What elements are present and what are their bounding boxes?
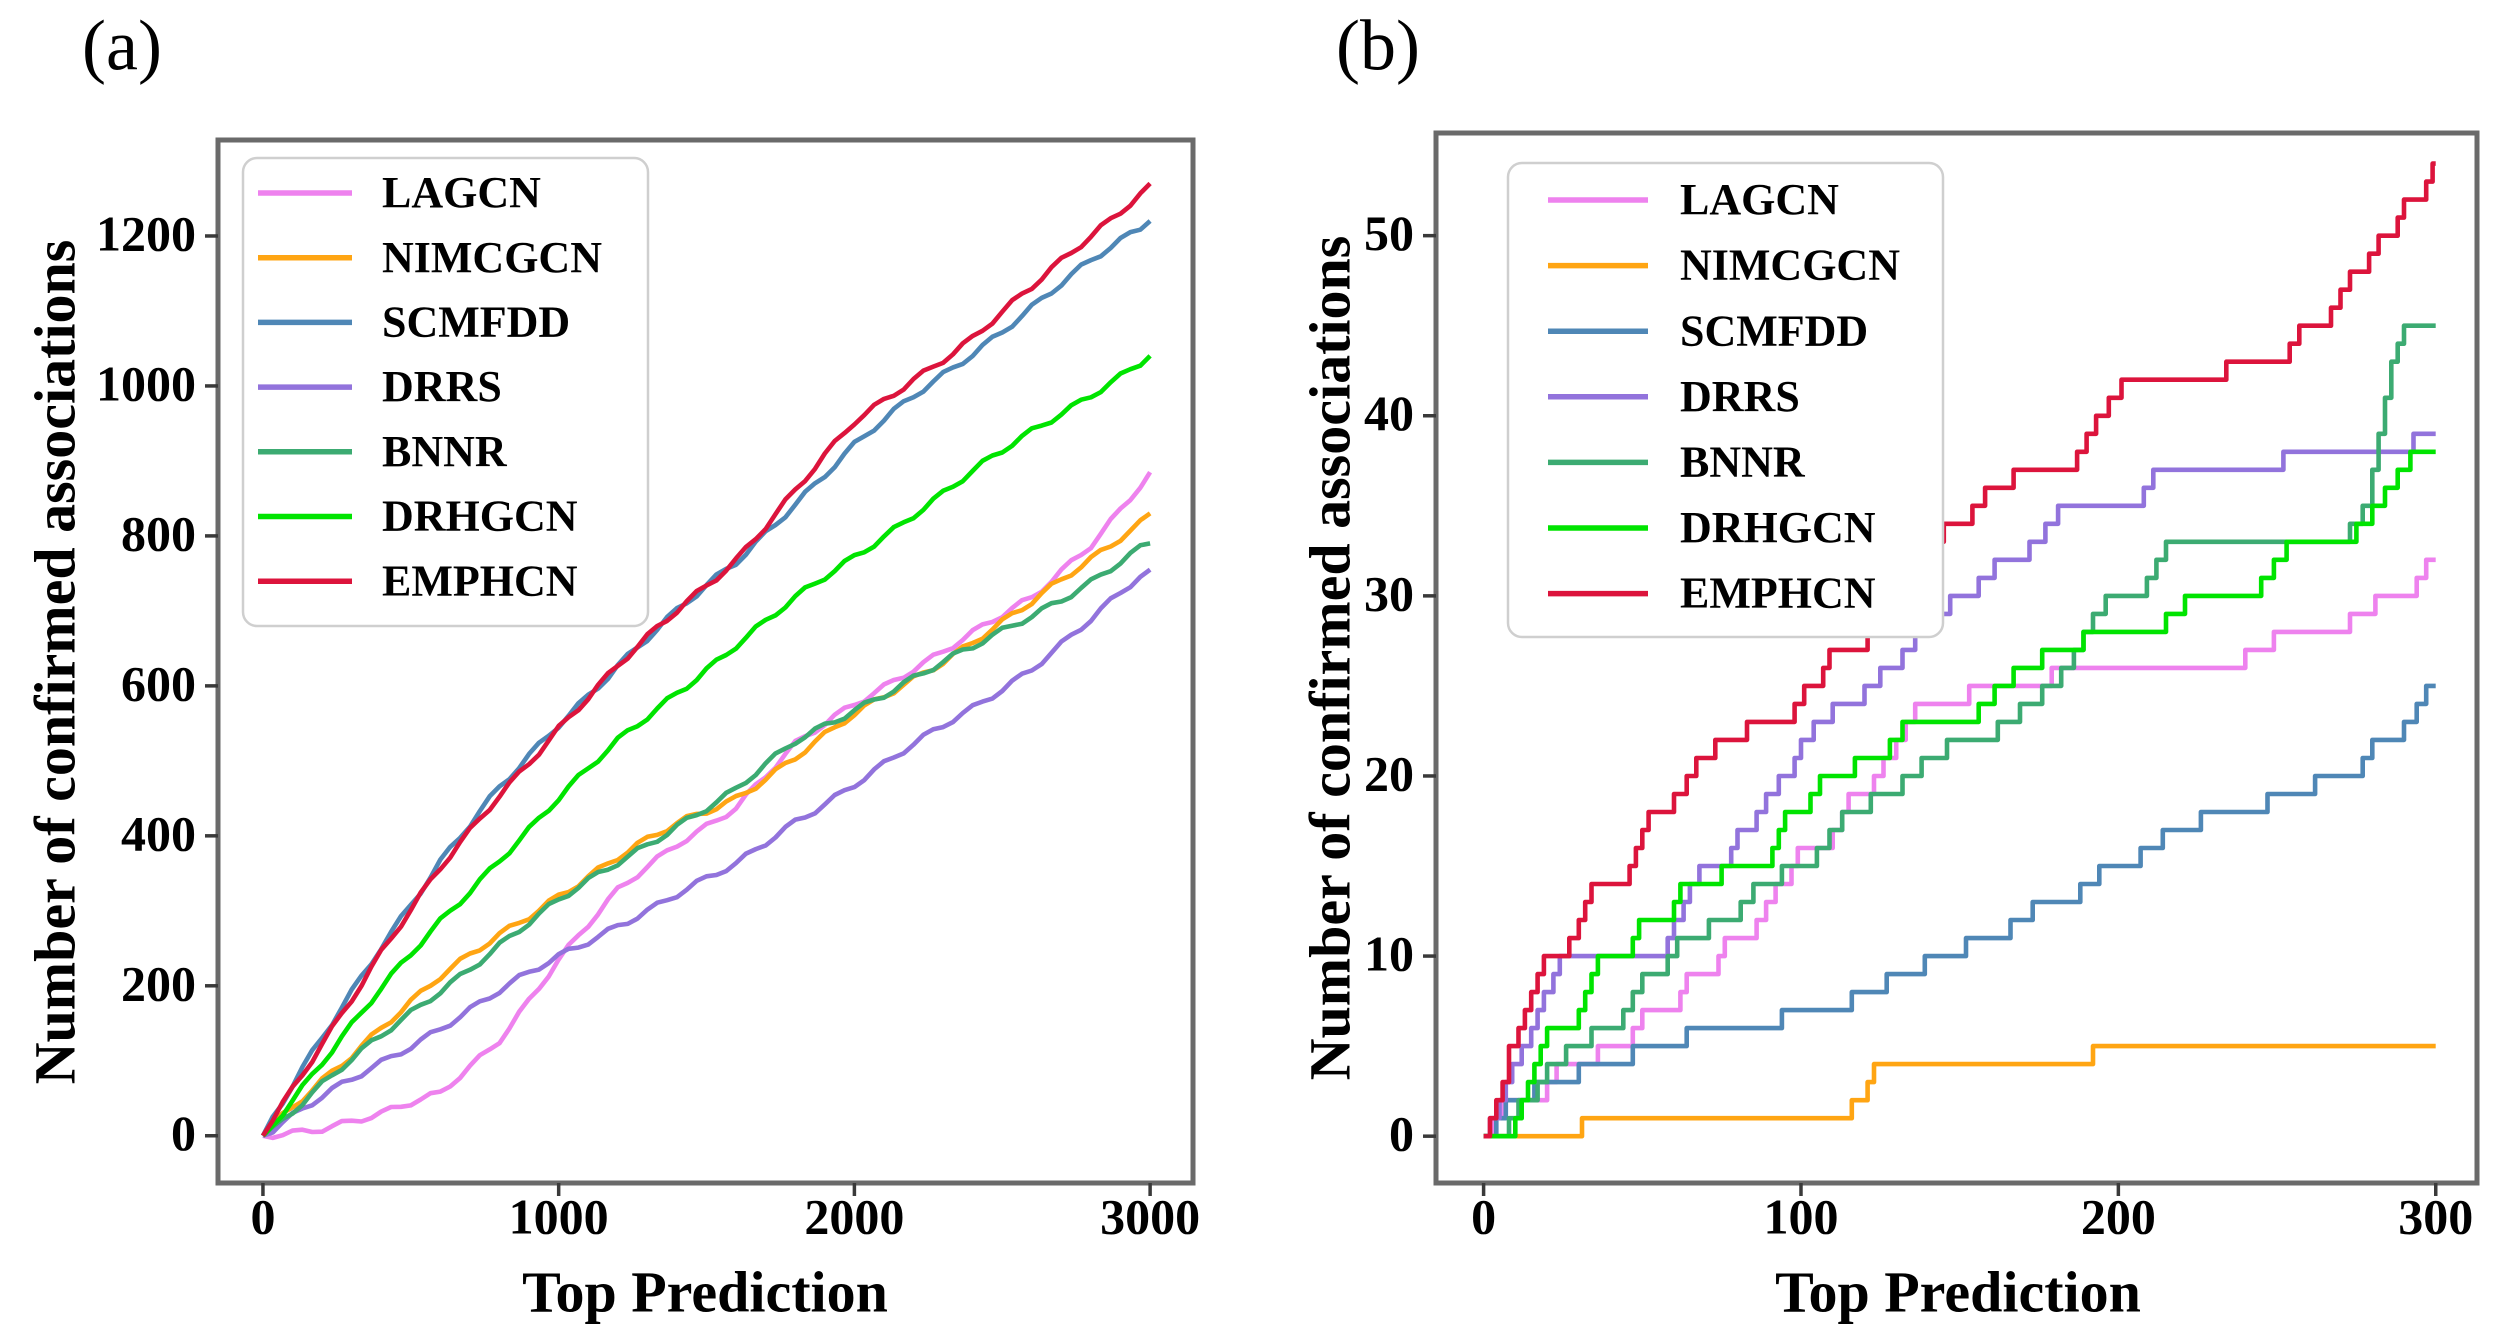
- panel-b-axes-box: [1433, 130, 2480, 1186]
- legend-item-scmfdd-a: SCMFDD: [258, 297, 570, 346]
- legend-label-emphcn: EMPHCN: [1680, 569, 1876, 618]
- legend-label-drrs: DRRS: [1680, 372, 1800, 421]
- series-line-drhgcn-a: [261, 354, 1152, 1138]
- panel-b-x-tick-label: 200: [2081, 1188, 2156, 1244]
- legend-item-emphcn-b: EMPHCN: [1548, 569, 1876, 618]
- panel-a-y-tick-label: 1000: [96, 355, 196, 411]
- panel-b-y-tick-label: 40: [1364, 385, 1414, 441]
- panel-a-y-tick-label: 800: [121, 505, 196, 561]
- legend-label-scmfdd: SCMFDD: [1680, 306, 1868, 355]
- legend-item-bnnr-b: BNNR: [1548, 437, 1806, 486]
- legend-label-bnnr: BNNR: [382, 427, 508, 476]
- panel-b-x-tick-label: 0: [1471, 1188, 1496, 1244]
- series-line-lagcn-b: [1483, 557, 2436, 1139]
- panel-a-y-tick-label: 1200: [96, 205, 196, 261]
- panel-a-y-tick-label: 0: [171, 1105, 196, 1161]
- legend-item-nimcgcn-a: NIMCGCN: [258, 233, 602, 282]
- panel-b: 0 100 200 300 0 10 20 30 40 50 LAGCN NIMCGCN SCMFDD D…: [1364, 130, 2480, 1244]
- legend-item-drrs-a: DRRS: [258, 362, 502, 411]
- legend-item-lagcn-b: LAGCN: [1548, 175, 1839, 224]
- series-line-nimcgcn-b: [1483, 1043, 2436, 1139]
- panel-a-x-tick-label: 3000: [1100, 1188, 1200, 1244]
- panel-b-x-axis-label: Top Prediction: [1775, 1259, 2141, 1325]
- panel-b-y-axis-label: Number of confirmed associations: [1297, 235, 1363, 1081]
- series-line-bnnr-a: [261, 541, 1151, 1138]
- legend-item-scmfdd-b: SCMFDD: [1548, 306, 1868, 355]
- series-line-drrs-b: [1483, 431, 2436, 1139]
- panel-b-y-tick-label: 0: [1389, 1106, 1414, 1162]
- legend-item-nimcgcn-b: NIMCGCN: [1548, 241, 1900, 290]
- legend-item-emphcn-a: EMPHCN: [258, 556, 578, 605]
- legend-label-drrs: DRRS: [382, 362, 502, 411]
- legend-label-drhgcn: DRHGCN: [382, 492, 578, 541]
- series-line-drrs-a: [262, 567, 1152, 1138]
- panel-b-legend: LAGCN NIMCGCN SCMFDD DRRS BNNR DRHGCN EMPHCN: [1506, 161, 1945, 639]
- panel-a-x-axis-label: Top Prediction: [522, 1259, 888, 1325]
- legend-label-drhgcn: DRHGCN: [1680, 503, 1876, 552]
- panel-b-y-tick-label: 10: [1364, 926, 1414, 982]
- legend-item-drhgcn-a: DRHGCN: [258, 492, 578, 541]
- legend-item-drhgcn-b: DRHGCN: [1548, 503, 1876, 552]
- legend-item-bnnr-a: BNNR: [258, 427, 508, 476]
- panel-a-y-tick-label: 600: [121, 655, 196, 711]
- series-line-drhgcn-b: [1483, 449, 2436, 1139]
- panel-b-caption: (b): [1336, 5, 1420, 86]
- panel-a-axes-box: [215, 137, 1196, 1186]
- legend-box-a: [241, 156, 650, 628]
- panel-a-y-tick-label: 400: [121, 805, 196, 861]
- panel-a: 0 1000 2000 3000 0 200 400 600 800 1000 1200 LAGCN N…: [96, 137, 1200, 1244]
- legend-label-emphcn: EMPHCN: [382, 556, 578, 605]
- series-line-emphcn-a: [260, 181, 1152, 1138]
- panel-b-x-tick-label: 100: [1763, 1188, 1838, 1244]
- legend-label-bnnr: BNNR: [1680, 437, 1806, 486]
- legend-label-lagcn: LAGCN: [382, 168, 541, 217]
- panel-a-caption: (a): [82, 5, 162, 86]
- panel-a-x-tick-label: 1000: [509, 1188, 609, 1244]
- panel-a-legend: LAGCN NIMCGCN SCMFDD DRRS BNNR DRHGCN EMPHCN: [241, 156, 650, 628]
- legend-box-b: [1506, 161, 1945, 639]
- series-line-scmfdd-b: [1483, 683, 2436, 1139]
- legend-item-lagcn-a: LAGCN: [258, 168, 541, 217]
- panel-a-x-tick-label: 0: [250, 1188, 275, 1244]
- legend-item-drrs-b: DRRS: [1548, 372, 1800, 421]
- legend-label-lagcn: LAGCN: [1680, 175, 1839, 224]
- panel-b-x-tick-label: 300: [2398, 1188, 2473, 1244]
- panel-b-y-tick-label: 50: [1364, 205, 1414, 261]
- legend-label-scmfdd: SCMFDD: [382, 297, 570, 346]
- panel-b-y-tick-label: 30: [1364, 565, 1414, 621]
- panel-b-y-tick-label: 20: [1364, 745, 1414, 801]
- legend-label-nimcgcn: NIMCGCN: [1680, 241, 1900, 290]
- panel-a-y-axis-label: Number of confirmed associations: [22, 239, 88, 1085]
- legend-label-nimcgcn: NIMCGCN: [382, 233, 602, 282]
- panel-a-y-tick-label: 200: [121, 955, 196, 1011]
- panel-a-x-tick-label: 2000: [804, 1188, 904, 1244]
